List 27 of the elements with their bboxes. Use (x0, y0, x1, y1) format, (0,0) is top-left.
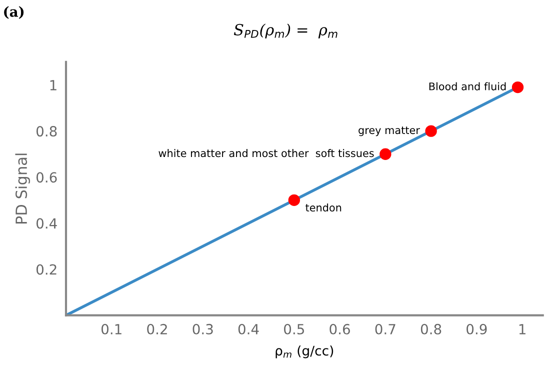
text: (a) (4, 6, 24, 19)
x-tick-label: 0.6 (330, 324, 350, 334)
x-tick-label: 0.4 (238, 324, 259, 334)
y-tick-label: 0.4 (36, 218, 57, 229)
y-tick-label: 1 (50, 80, 56, 90)
y-tick-label: 0.8 (36, 126, 57, 137)
annotation: white matter and most other soft tissues (158, 149, 374, 158)
chart-title: S$_{PD}$(ρ$_{m}$) = ρ$_{m}$ (234, 24, 338, 38)
x-axis-title: ρ$_{m}$ (g/cc) (276, 345, 334, 358)
point (425, 125, 437, 137)
annotation: Blood and fluid (429, 82, 506, 90)
y-tick-label: 0.6 (36, 172, 57, 183)
point (380, 148, 392, 160)
point (288, 194, 300, 206)
x-tick-label: 0.8 (420, 324, 442, 334)
x-tick-label: 0.9 (466, 324, 487, 334)
x-tick-label: 0.7 (375, 324, 396, 334)
y-tick-label: 0.2 (36, 264, 56, 275)
y-axis-title: PD Signal (15, 154, 30, 224)
x-tick-label: 0.5 (284, 324, 304, 334)
x-tick-label: 0.1 (102, 324, 122, 334)
point (512, 81, 524, 94)
x-tick-label: 0.3 (192, 324, 213, 334)
x-tick-label: 1 (519, 324, 526, 334)
annotation: grey matter (358, 126, 420, 136)
annotation: tendon (306, 203, 342, 212)
x-tick-label: 0.2 (147, 324, 167, 334)
